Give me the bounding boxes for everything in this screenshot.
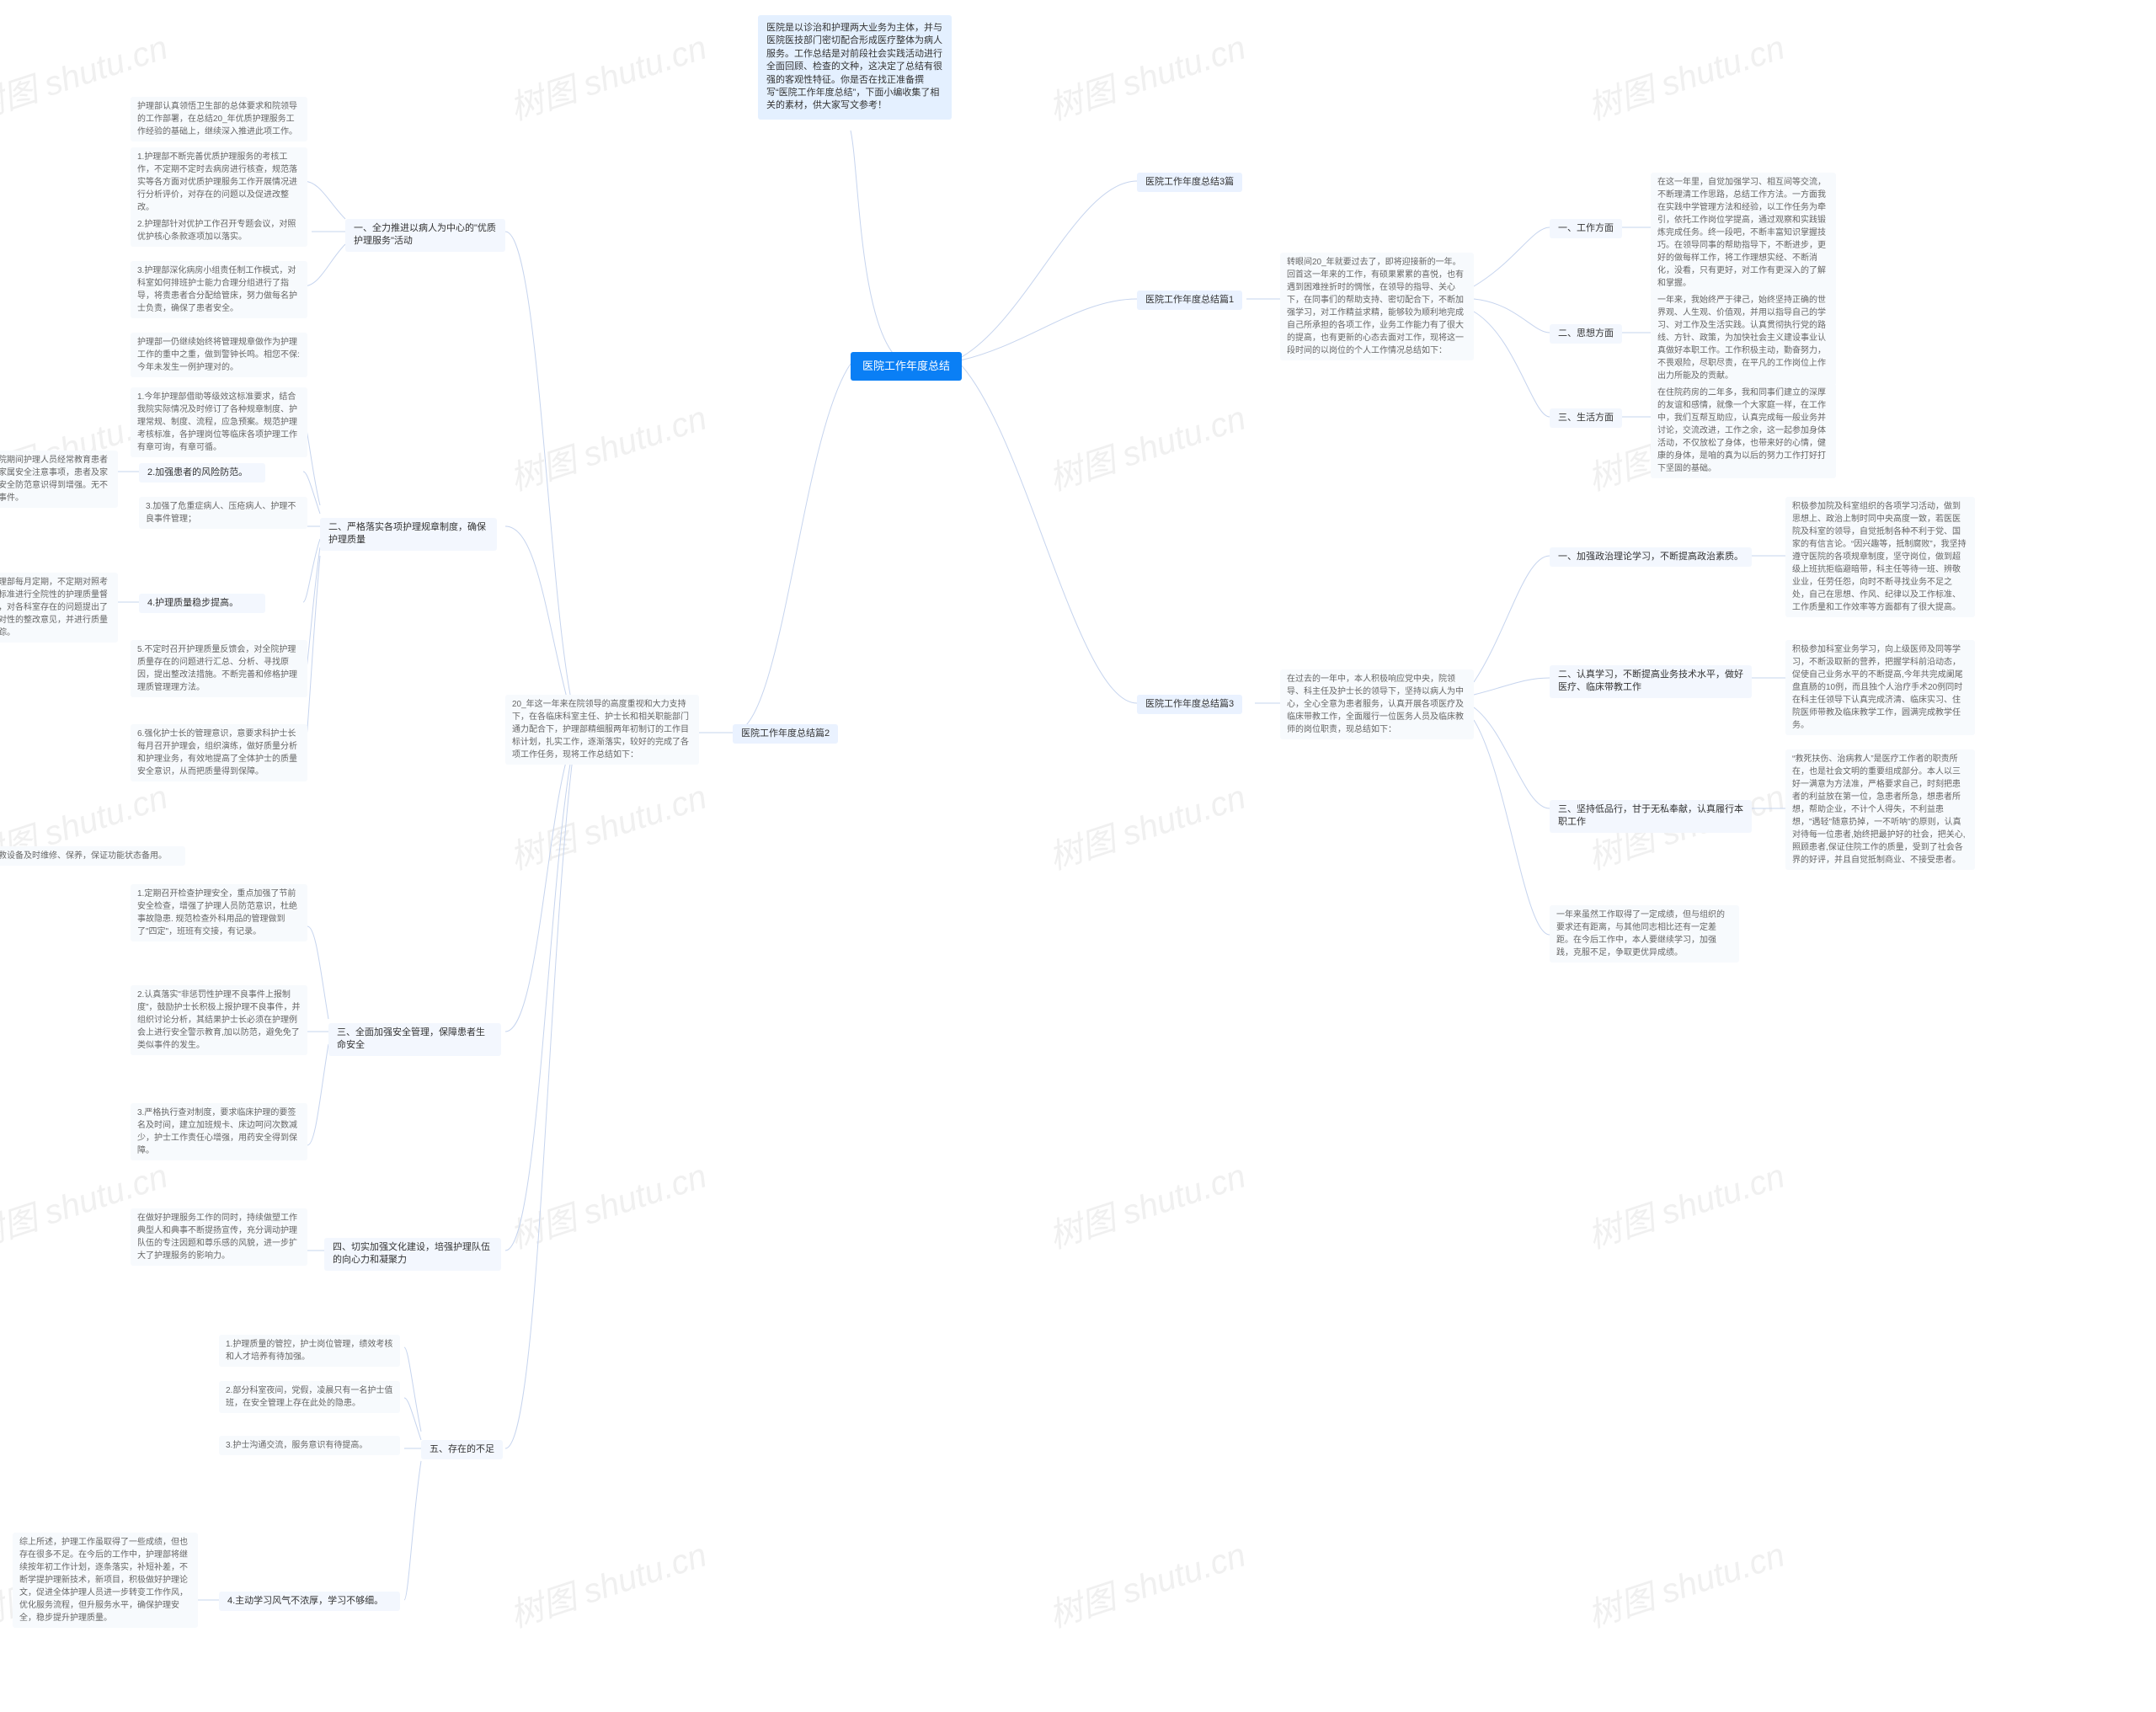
watermark: 树图 shutu.cn [1581, 1528, 1790, 1637]
b2-s2-item-3: 3.加强了危重症病人、压疮病人、护理不良事件管理； [139, 497, 307, 529]
b2-s2-item-2-side: 入院期间护理人员经常教育患者及家属安全注意事项，患者及家属安全防范意识得到增强。… [0, 451, 118, 508]
watermark: 树图 shutu.cn [1581, 20, 1790, 130]
b2-section-3[interactable]: 三、全面加强安全管理，保障患者生命安全 [328, 1023, 501, 1056]
watermark: 树图 shutu.cn [1581, 1149, 1790, 1258]
watermark: 树图 shutu.cn [503, 1528, 712, 1637]
b2-s2-item-6: 6.强化护士长的管理意识，意要求科护士长每月召开护理会，组织演练，做好质量分析和… [131, 724, 307, 781]
intro-text: 医院是以诊治和护理两大业务为主体，并与医院医技部门密切配合形成医疗整体为病人服务… [758, 15, 952, 120]
b2-s5-item-2: 2.部分科室夜间，党假，凌晨只有一名护士值班，在安全管理上存在此处的隐患。 [219, 1381, 400, 1413]
branch-summary-3[interactable]: 医院工作年度总结3篇 [1137, 173, 1242, 192]
b2-s1-item-2: 2.护理部针对优护工作召开专题会议，对照优护核心条款逐项加以落实。 [131, 215, 307, 247]
b2-s2-item-2: 2.加强患者的风险防范。 [139, 463, 265, 483]
b3b-leaf-2: 积极参加科室业务学习，向上级医师及同等学习，不断汲取新的营养，把握学科前沿动态，… [1785, 640, 1975, 735]
watermark: 树图 shutu.cn [1042, 770, 1251, 879]
watermark: 树图 shutu.cn [503, 391, 712, 500]
b2-s5-item-4: 4.主动学习风气不浓厚，学习不够细。 [219, 1592, 400, 1611]
b2-s2-intro: 护理部一仍继续始终将管理规章做作为护理工作的重中之重，做到警钟长鸣。相您不保:今… [131, 333, 307, 377]
b2-s3-item-2: 2.认真落实"非惩罚性护理不良事件上报制度"，鼓励护士长积极上报护理不良事件，并… [131, 985, 307, 1055]
b2-section-4[interactable]: 四、切实加强文化建设，培强护理队伍的向心力和凝聚力 [324, 1238, 501, 1271]
b2-section-1[interactable]: 一、全力推进以病人为中心的"优质护理服务"活动 [345, 219, 505, 252]
b2-s2-item-5: 5.不定时召开护理质量反馈会，对全院护理质量存在的问题进行汇总、分析、寻找原因，… [131, 640, 307, 697]
b2-s5-item-4-side: 综上所述，护理工作虽取得了一些成绩，但也存在很多不足。在今后的工作中，护理部将继… [13, 1533, 198, 1628]
b2-section-5[interactable]: 五、存在的不足 [421, 1440, 503, 1459]
watermark: 树图 shutu.cn [1042, 1149, 1251, 1258]
b3b-section-1[interactable]: 一、加强政治理论学习，不断提高政治素质。 [1550, 547, 1752, 567]
b3b-leaf-4: 一年来虽然工作取得了一定成绩，但与组织的要求还有距离，与其他同志相比还有一定差距… [1550, 905, 1739, 963]
b3b-leaf-1: 积极参加院及科室组织的各项学习活动，做到思想上、政治上制时同中央高度一致，若医医… [1785, 497, 1975, 617]
watermark: 树图 shutu.cn [503, 1149, 712, 1258]
b1-section-work[interactable]: 一、工作方面 [1550, 219, 1622, 238]
b2-s5-item-1: 1.护理质量的管控，护士岗位管理，绩效考核和人才培养有待加强。 [219, 1335, 400, 1367]
b3b-leaf-3: “救死扶伤、治病救人”是医疗工作者的职责所在，也是社会文明的重要组成部分。本人以… [1785, 749, 1975, 870]
b2-s1-intro: 护理部认真领悟卫生部的总体要求和院领导的工作部署，在总结20_年优质护理服务工作… [131, 97, 307, 141]
center-node[interactable]: 医院工作年度总结 [851, 352, 962, 381]
b2-s3-item-3: 3.严格执行查对制度，要求临床护理的要签名及时间，建立加班规卡、床边呵问次数减少… [131, 1103, 307, 1160]
watermark: 树图 shutu.cn [1042, 20, 1251, 130]
b1-leaf-life: 在住院药房的二年多，我和同事们建立的深厚的友谊和感情，就像一个大家庭一样，在工作… [1651, 383, 1836, 478]
b2-s3-intro: 抢救设备及时维修、保养，保证功能状态备用。 [0, 846, 185, 866]
b2-s3-item-1: 1.定期召开检查护理安全，重点加强了节前安全检查，增强了护理人员防范意识，杜绝事… [131, 884, 307, 941]
watermark: 树图 shutu.cn [503, 20, 712, 130]
branch-summary-2[interactable]: 医院工作年度总结篇2 [733, 724, 838, 744]
b2-intro: 20_年这一年来在院领导的高度重视和大力支持下，在各临床科室主任、护士长和相关职… [505, 695, 699, 765]
b3b-section-3[interactable]: 三、坚持低品行，甘于无私奉献，认真履行本职工作 [1550, 800, 1752, 833]
watermark: 树图 shutu.cn [1042, 1528, 1251, 1637]
b1-leaf-thought: 一年来，我始终严于律己，始终坚持正确的世界观、人生观、价值观，并用以指导自己的学… [1651, 291, 1836, 386]
b2-s4-intro: 在做好护理服务工作的同时，持续做塑工作典型人和典事不断提扬宣传，充分调动护理队伍… [131, 1208, 307, 1266]
b2-s2-item-1: 1.今年护理部借助等级效这标准要求，结合我院实际情况及时修订了各种规章制度、护理… [131, 387, 307, 457]
branch-summary-3b[interactable]: 医院工作年度总结篇3 [1137, 695, 1242, 714]
b3b-section-2[interactable]: 二、认真学习，不断提高业务技术水平，做好医疗、临床带教工作 [1550, 665, 1752, 698]
b1-section-life[interactable]: 三、生活方面 [1550, 408, 1622, 428]
branch1-intro: 转眼间20_年就要过去了，即将迎接新的一年。回首这一年来的工作，有硕果累累的喜悦… [1280, 253, 1474, 360]
b1-section-thought[interactable]: 二、思想方面 [1550, 324, 1622, 344]
watermark: 树图 shutu.cn [1042, 391, 1251, 500]
branch-summary-1[interactable]: 医院工作年度总结篇1 [1137, 291, 1242, 310]
b3b-intro: 在过去的一年中，本人积极响应党中央，院领导、科主任及护士长的领导下，坚持以病人为… [1280, 669, 1474, 739]
b2-s1-item-1: 1.护理部不断完善优质护理服务的考核工作，不定期不定时去病房进行核查，规范落实等… [131, 147, 307, 217]
b2-section-2[interactable]: 二、严格落实各项护理规章制度，确保护理质量 [320, 518, 497, 551]
b2-s2-item-4: 4.护理质量稳步提高。 [139, 594, 265, 613]
watermark: 树图 shutu.cn [503, 770, 712, 879]
b1-leaf-work: 在这一年里，自觉加强学习、相互间等交流，不断理清工作思路，总结工作方法。一方面我… [1651, 173, 1836, 293]
b2-s1-item-3: 3.护理部深化病房小组责任制工作模式，对科室如何排班护士能力合理分组进行了指导，… [131, 261, 307, 318]
b2-s5-item-3: 3.护士沟通交流，服务意识有待提高。 [219, 1436, 400, 1455]
b2-s2-item-4-side: 护理部每月定期，不定期对照考核标准进行全院性的护理质量督查，对各科室存在的问题提… [0, 573, 118, 643]
